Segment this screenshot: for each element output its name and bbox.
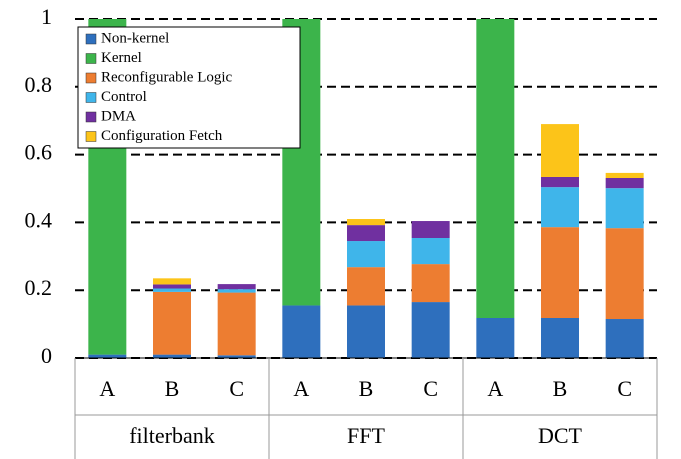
bar-segment [347, 225, 385, 242]
bar-segment [541, 227, 579, 318]
bar-segment [411, 302, 450, 358]
bar-segment [153, 278, 191, 285]
legend-swatch [85, 111, 97, 123]
bar-segment [347, 219, 385, 226]
bar-segment [411, 237, 450, 265]
legend-label: Control [101, 89, 147, 105]
y-tick-label: 0.6 [25, 140, 53, 165]
bar-segment [411, 221, 450, 238]
bar-segment [153, 291, 191, 355]
bar-segment [605, 319, 644, 358]
bar-segment [217, 355, 256, 358]
bar-segment [217, 292, 256, 356]
bar-segment [541, 124, 579, 177]
legend-label: Configuration Fetch [101, 128, 223, 144]
legend-label: Non-kernel [101, 30, 169, 46]
y-tick-label: 0 [41, 343, 52, 368]
bar-segment [476, 317, 515, 358]
bar-segment [217, 289, 256, 293]
x-tick-label: B [165, 376, 180, 401]
bar-segment [605, 172, 644, 178]
legend-label: Kernel [101, 50, 142, 66]
group-label: filterbank [129, 423, 215, 448]
bar-segment [347, 305, 385, 358]
legend-swatch [85, 53, 97, 64]
bar-segment [476, 19, 515, 318]
y-tick-label: 1 [41, 4, 52, 29]
bar-segment [153, 354, 191, 358]
group-label: FFT [347, 423, 385, 448]
bar-segment [541, 176, 579, 188]
bar-segment [347, 267, 385, 306]
x-tick-label: B [359, 376, 374, 401]
bar-segment [541, 187, 579, 228]
legend-swatch [85, 33, 97, 45]
bar-segment [605, 188, 644, 229]
legend-label: DMA [101, 108, 136, 124]
bar-segment [88, 354, 127, 358]
bar-segment [605, 228, 644, 320]
y-tick-label: 0.4 [25, 207, 53, 232]
bar-segment [541, 317, 579, 358]
legend-swatch [85, 131, 97, 142]
x-tick-label: C [617, 376, 632, 401]
x-tick-label: C [423, 376, 438, 401]
bar-segment [282, 305, 321, 358]
legend-swatch [85, 72, 97, 84]
bar-segment [605, 177, 644, 189]
x-tick-label: A [99, 376, 115, 401]
y-tick-label: 0.8 [25, 72, 53, 97]
x-tick-label: C [229, 376, 244, 401]
bar-segment [347, 241, 385, 268]
x-tick-label: A [293, 376, 309, 401]
y-tick-label: 0.2 [25, 275, 53, 300]
x-tick-label: A [487, 376, 503, 401]
bar-segment [411, 264, 450, 303]
bar-segment [217, 284, 256, 290]
legend-box [77, 26, 301, 149]
legend-swatch [85, 92, 97, 103]
legend-label: Reconfigurable Logic [101, 69, 233, 85]
x-tick-label: B [553, 376, 568, 401]
bar-segment [153, 284, 191, 289]
group-label: DCT [538, 423, 583, 448]
bar-segment [153, 288, 191, 292]
